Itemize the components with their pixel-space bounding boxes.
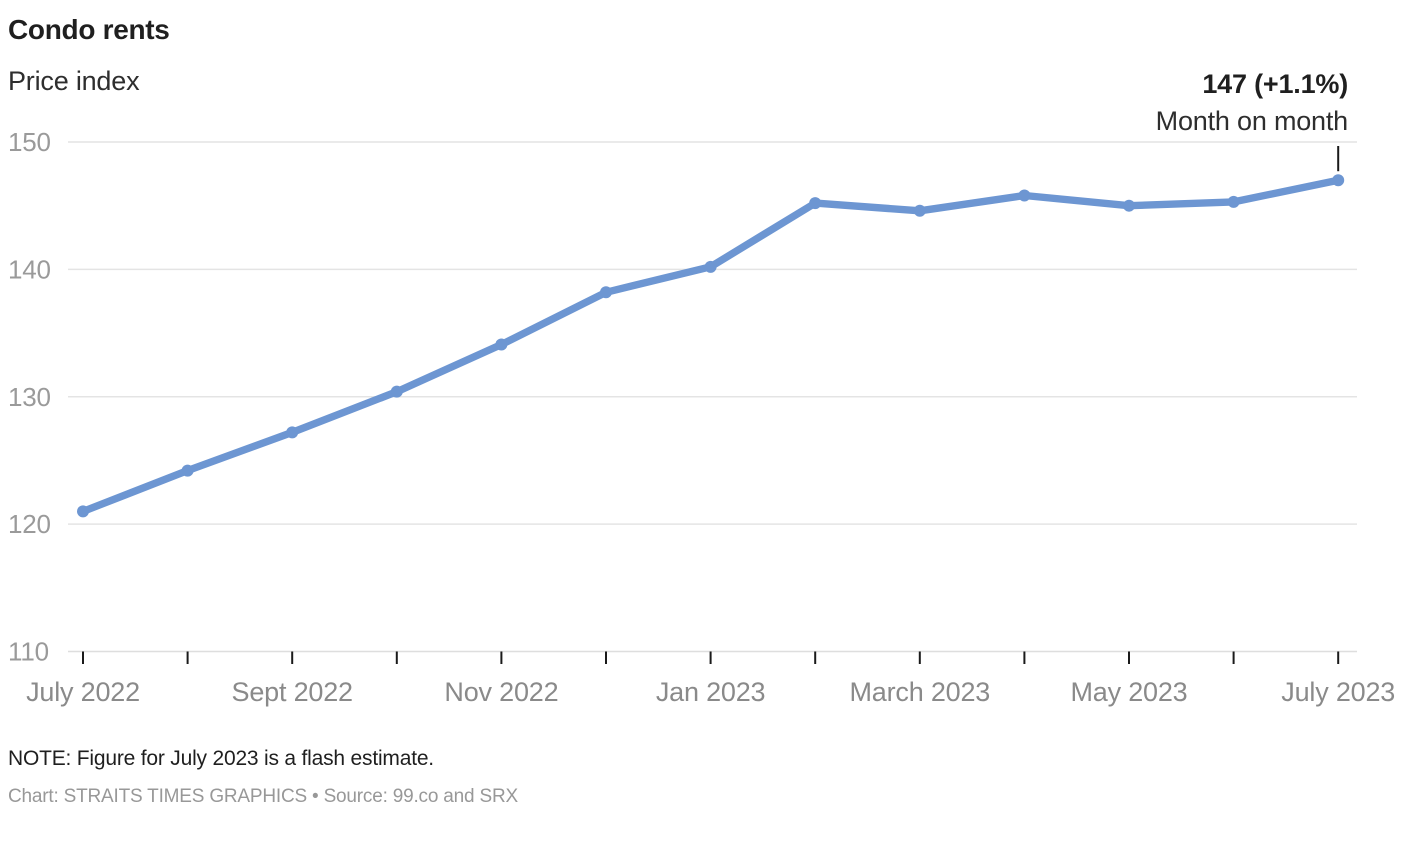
y-axis-tick-label: 120 [8,509,51,539]
x-axis-tick-label: March 2023 [850,677,991,707]
data-point-nov-2022 [495,338,508,351]
data-point-may-2023 [1123,199,1135,212]
data-point-oct-2022 [390,385,403,398]
y-axis-tick-label: 110 [8,637,49,667]
data-point-aug-2022 [181,464,194,477]
y-axis-tick-label: 140 [8,254,51,284]
data-point-june-2023 [1227,195,1240,208]
annotation-value-label: 147 (+1.1%) [1202,69,1348,99]
data-point-dec-2022 [600,286,612,299]
annotation-sub-label: Month on month [1155,106,1349,136]
x-axis-tick-label: July 2022 [26,677,140,707]
x-axis-tick-label: Jan 2023 [656,677,766,707]
data-point-feb-2023 [809,197,822,210]
data-point-july-2023 [1332,174,1345,187]
latest-value-annotation: 147 (+1.1%) Month on month [1155,66,1349,140]
data-point-april-2023 [1018,189,1031,202]
x-axis-tick-label: Nov 2022 [444,677,558,707]
x-axis-tick-label: Sept 2022 [232,677,353,707]
data-point-march-2023 [913,204,926,217]
chart-subtitle-price-index: Price index [8,66,140,96]
y-axis-tick-label: 130 [8,382,51,412]
source-credit: Chart: STRAITS TIMES GRAPHICS • Source: … [8,786,518,807]
x-axis-tick-label: July 2023 [1281,677,1395,707]
chart-title: Condo rents [8,14,170,45]
y-axis-tick-label: 150 [8,127,51,157]
data-point-july-2022 [77,505,89,518]
data-point-sept-2022 [286,426,299,439]
x-axis-tick-label: May 2023 [1071,677,1188,707]
footnote: NOTE: Figure for July 2023 is a flash es… [8,747,434,770]
price-index-line-series [79,176,1342,516]
data-point-jan-2023 [704,260,717,273]
